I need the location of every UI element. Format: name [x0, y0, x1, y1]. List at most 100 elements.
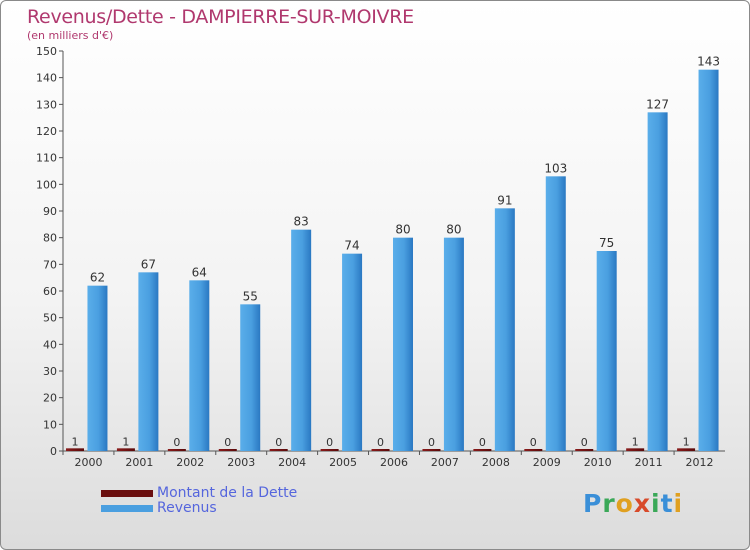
data-label-revenus: 75: [599, 236, 614, 250]
bar-revenus: [596, 251, 617, 451]
y-tick-label: 150: [36, 45, 57, 58]
x-tick-label: 2010: [584, 456, 612, 469]
y-tick-label: 130: [36, 98, 57, 111]
y-tick-label: 110: [36, 152, 57, 165]
y-tick-label: 120: [36, 125, 57, 138]
logo-letter: t: [660, 489, 674, 518]
x-tick-label: 2002: [176, 456, 204, 469]
x-tick-label: 2011: [635, 456, 663, 469]
data-label-dette: 0: [479, 436, 486, 449]
logo-letter: P: [583, 489, 603, 518]
x-tick-label: 2000: [74, 456, 102, 469]
legend-label-revenus: Revenus: [157, 500, 217, 516]
data-label-revenus: 83: [294, 215, 309, 229]
data-label-dette: 0: [173, 436, 180, 449]
logo-letter: x: [633, 489, 651, 518]
bar-revenus: [189, 280, 210, 451]
bar-revenus: [138, 272, 159, 451]
legend-label-dette: Montant de la Dette: [157, 485, 298, 501]
bar-dette: [167, 449, 186, 451]
data-label-dette: 1: [683, 435, 690, 448]
bar-revenus: [393, 237, 413, 451]
y-tick-label: 100: [36, 178, 57, 191]
data-label-revenus: 143: [697, 55, 720, 69]
chart-subtitle: (en milliers d'€): [27, 29, 114, 42]
legend-item-dette: Montant de la Dette: [101, 485, 361, 501]
data-label-revenus: 64: [192, 265, 207, 279]
logo-letter: o: [615, 489, 634, 518]
bar-revenus: [698, 69, 719, 452]
x-tick-label: 2003: [227, 456, 255, 469]
data-label-revenus: 127: [646, 97, 669, 111]
bar-revenus: [443, 237, 464, 451]
bar-revenus: [545, 176, 566, 452]
bar-dette: [66, 448, 84, 451]
data-label-dette: 0: [581, 436, 588, 449]
bar-revenus: [87, 285, 108, 451]
y-tick-label: 0: [50, 445, 57, 458]
proxiti-logo: Proxiti: [583, 489, 683, 518]
logo-letter: r: [602, 489, 616, 518]
data-label-revenus: 103: [544, 161, 567, 175]
x-tick-label: 2001: [125, 456, 153, 469]
bar-dette: [626, 448, 645, 451]
data-label-dette: 1: [122, 435, 129, 448]
data-label-dette: 0: [275, 436, 282, 449]
data-label-revenus: 80: [395, 223, 410, 237]
data-label-revenus: 67: [141, 257, 156, 271]
data-label-revenus: 80: [446, 223, 461, 237]
bars: 1 62 1 67 0 64 0 55 0 83 0 74 0 80 0 80 0 91 0 103 0 75 1 127 1 1…: [66, 55, 720, 452]
bar-dette: [116, 448, 135, 451]
y-tick-label: 60: [43, 285, 57, 298]
x-tick-label: 2004: [278, 456, 306, 469]
bar-revenus: [291, 229, 312, 451]
legend: Montant de la Dette Revenus: [101, 485, 361, 516]
x-tick-label: 2007: [431, 456, 459, 469]
y-tick-label: 80: [43, 232, 57, 245]
data-label-revenus: 62: [90, 271, 105, 285]
bar-revenus: [494, 208, 515, 451]
data-label-dette: 0: [377, 436, 384, 449]
y-tick-label: 10: [43, 418, 57, 431]
bar-dette: [575, 449, 594, 451]
y-tick-label: 140: [36, 72, 57, 85]
bar-revenus: [647, 112, 668, 451]
data-label-dette: 0: [326, 436, 333, 449]
logo-letter: i: [651, 489, 661, 518]
y-tick-label: 90: [43, 205, 57, 218]
bar-dette: [218, 449, 237, 451]
data-label-dette: 1: [72, 435, 79, 448]
x-tick-label: 2009: [533, 456, 561, 469]
bar-dette: [320, 449, 339, 451]
legend-item-revenus: Revenus: [101, 500, 361, 516]
data-label-dette: 0: [428, 436, 435, 449]
legend-swatch-revenus: [101, 505, 153, 512]
y-tick-label: 50: [43, 312, 57, 325]
bar-dette: [371, 449, 390, 451]
bar-dette: [473, 449, 492, 451]
y-tick-label: 20: [43, 392, 57, 405]
data-label-dette: 0: [224, 436, 231, 449]
bar-revenus: [342, 253, 363, 451]
x-tick-label: 2012: [686, 456, 714, 469]
chart-title: Revenus/Dette - DAMPIERRE-SUR-MOIVRE: [27, 6, 414, 28]
data-label-dette: 1: [632, 435, 639, 448]
bar-revenus: [240, 304, 261, 451]
bar-dette: [677, 448, 696, 451]
bar-dette: [422, 449, 441, 451]
x-tick-label: 2008: [482, 456, 510, 469]
x-tick-label: 2005: [329, 456, 357, 469]
data-label-revenus: 74: [344, 239, 359, 253]
y-tick-label: 30: [43, 365, 57, 378]
y-tick-label: 70: [43, 258, 57, 271]
x-axis: 2000 2001 2002 2003 2004 2005 2006 2007 2008 2009…: [62, 450, 725, 469]
logo-letter: i: [673, 489, 684, 518]
y-tick-label: 40: [43, 338, 57, 351]
legend-swatch-dette: [101, 490, 153, 497]
bar-dette: [269, 449, 288, 451]
data-label-dette: 0: [530, 436, 537, 449]
data-label-revenus: 91: [497, 193, 512, 207]
x-tick-label: 2006: [380, 456, 408, 469]
